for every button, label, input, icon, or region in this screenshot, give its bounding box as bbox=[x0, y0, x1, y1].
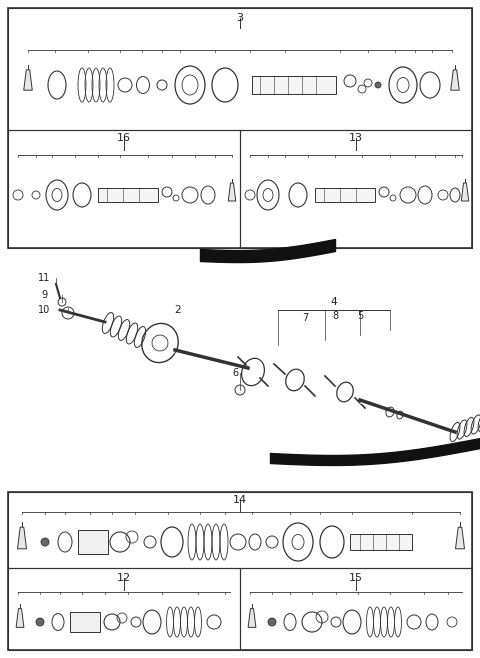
Polygon shape bbox=[248, 609, 256, 627]
Circle shape bbox=[375, 82, 381, 88]
Bar bbox=[315, 188, 375, 202]
Text: 12: 12 bbox=[117, 573, 131, 583]
Text: 2: 2 bbox=[175, 305, 181, 315]
Bar bbox=[8, 8, 472, 248]
Circle shape bbox=[41, 538, 49, 546]
Text: 4: 4 bbox=[331, 297, 337, 307]
Polygon shape bbox=[17, 527, 26, 549]
Bar bbox=[350, 534, 412, 550]
Polygon shape bbox=[451, 70, 459, 90]
Text: 15: 15 bbox=[349, 573, 363, 583]
Polygon shape bbox=[461, 183, 469, 201]
Text: 3: 3 bbox=[237, 13, 243, 23]
Bar bbox=[70, 612, 100, 632]
Text: 9: 9 bbox=[41, 290, 47, 300]
Bar bbox=[252, 76, 336, 94]
Text: 7: 7 bbox=[302, 313, 308, 323]
Text: 6: 6 bbox=[232, 368, 238, 378]
Bar bbox=[8, 492, 472, 650]
Polygon shape bbox=[16, 609, 24, 627]
Bar bbox=[240, 130, 472, 248]
Circle shape bbox=[36, 618, 44, 626]
Text: 10: 10 bbox=[38, 305, 50, 315]
Polygon shape bbox=[228, 183, 236, 201]
Circle shape bbox=[268, 618, 276, 626]
Text: 14: 14 bbox=[233, 495, 247, 505]
Bar bbox=[8, 492, 472, 568]
Text: 5: 5 bbox=[357, 311, 363, 321]
Polygon shape bbox=[24, 70, 32, 90]
Text: 13: 13 bbox=[349, 133, 363, 143]
Bar bbox=[78, 530, 108, 554]
Bar bbox=[240, 568, 472, 650]
Bar bbox=[8, 8, 472, 130]
Polygon shape bbox=[456, 527, 465, 549]
Text: 8: 8 bbox=[332, 311, 338, 321]
Bar bbox=[98, 188, 158, 202]
Bar bbox=[8, 568, 240, 650]
Bar bbox=[8, 130, 240, 248]
Text: 16: 16 bbox=[117, 133, 131, 143]
Text: 11: 11 bbox=[38, 273, 50, 283]
